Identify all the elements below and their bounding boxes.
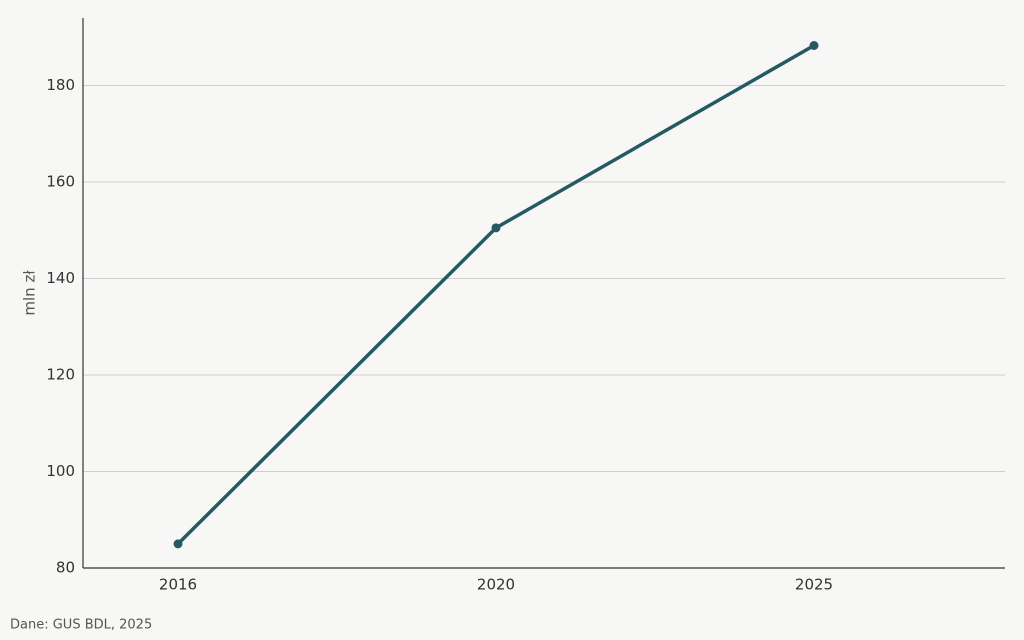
y-tick-label: 80 bbox=[56, 559, 75, 577]
data-point bbox=[173, 539, 183, 549]
y-tick-label: 180 bbox=[46, 76, 75, 94]
y-tick-label: 160 bbox=[46, 173, 75, 191]
x-tick-label: 2025 bbox=[795, 576, 833, 594]
data-point bbox=[491, 223, 501, 233]
x-tick-label: 2016 bbox=[159, 576, 197, 594]
y-tick-label: 140 bbox=[46, 269, 75, 287]
data-point bbox=[809, 41, 819, 50]
y-tick-label: 120 bbox=[46, 366, 75, 384]
y-tick-label: 100 bbox=[46, 462, 75, 480]
source-note: Dane: GUS BDL, 2025 bbox=[10, 618, 152, 633]
x-tick-label: 2020 bbox=[477, 576, 515, 594]
y-axis-label: mln zł bbox=[21, 270, 39, 316]
